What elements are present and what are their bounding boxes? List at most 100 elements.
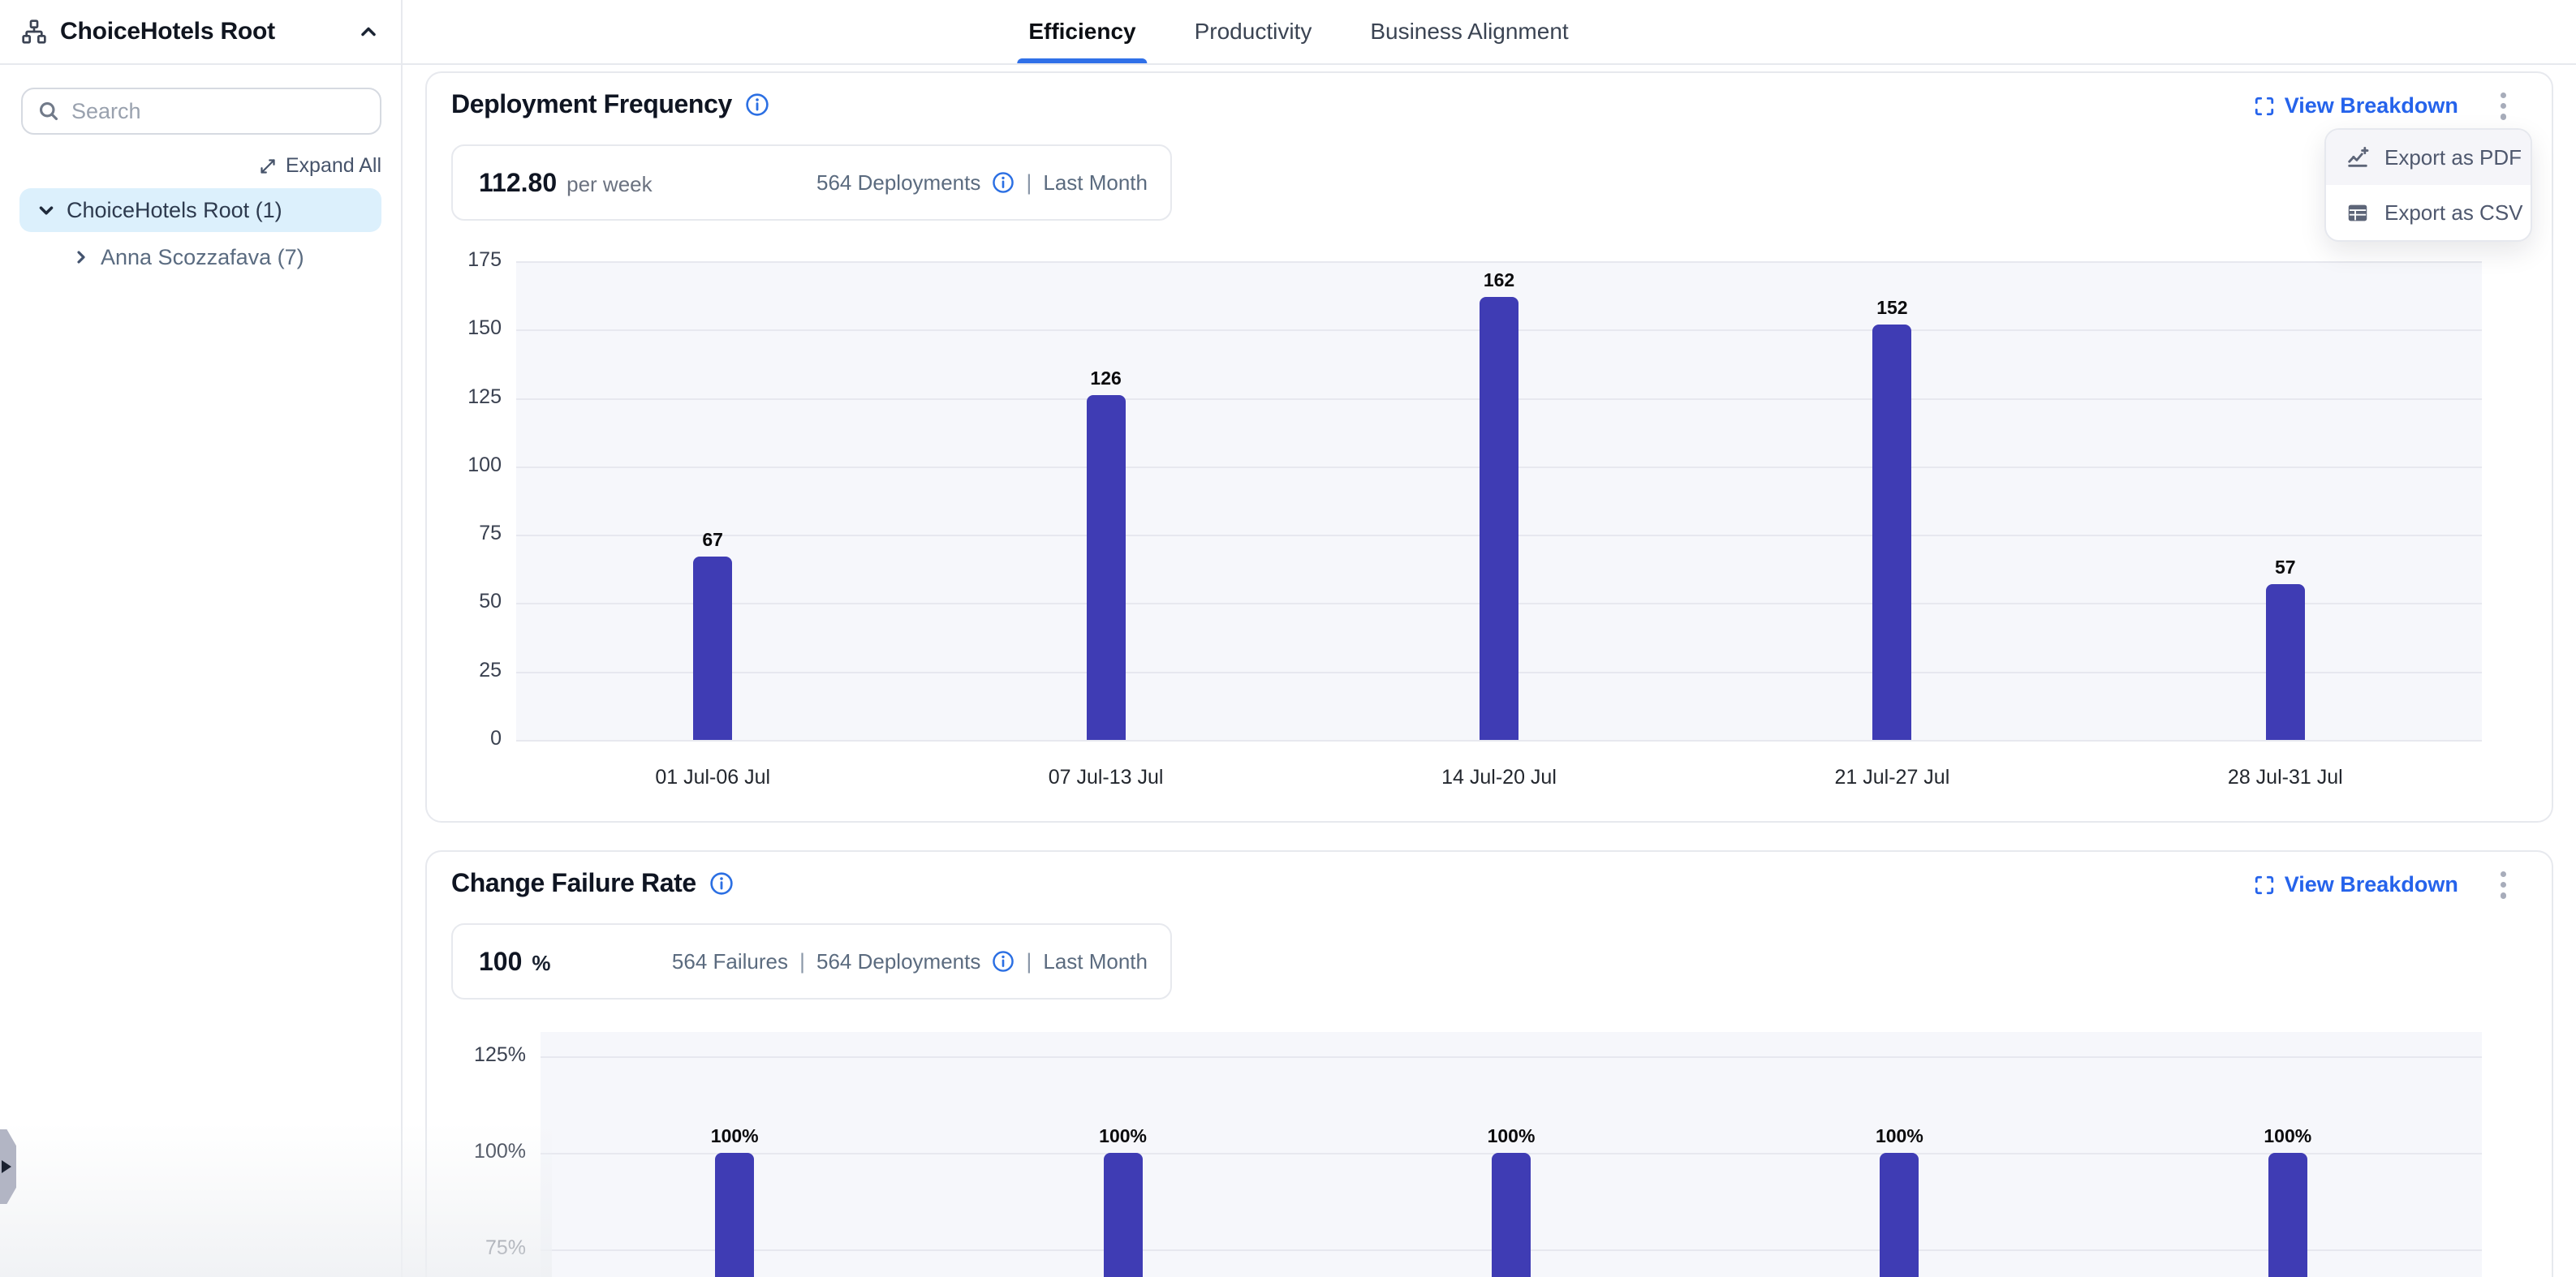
bar[interactable] [1492,1153,1531,1277]
bar[interactable] [1872,324,1912,740]
bar-value-label: 100% [1099,1125,1148,1146]
bar-value-label: 152 [1876,296,1908,318]
metric-value: 100 [479,946,523,976]
sidebar-header: ChoiceHotels Root [0,0,401,65]
separator: | [1026,948,1032,974]
tree-item-label: Anna Scozzafava (7) [101,244,304,269]
kebab-menu-button[interactable] [2494,89,2513,123]
org-hierarchy-icon [21,19,47,45]
y-tick-label: 75% [485,1236,526,1259]
expand-diagonal-icon [258,157,278,176]
tab-label: Productivity [1194,19,1312,44]
sidebar-search[interactable] [21,88,381,135]
view-breakdown-button[interactable]: View Breakdown [2254,872,2458,897]
tab-bar [401,0,2576,65]
chart-plus-icon [2346,145,2370,170]
card-title: Change Failure Rate [451,868,696,897]
tab-productivity[interactable]: Productivity [1195,0,1312,63]
expand-all-button[interactable]: Expand All [258,154,381,178]
table-icon [2346,200,2370,225]
bar[interactable] [2268,1153,2307,1277]
tree-item-label: ChoiceHotels Root (1) [67,197,282,222]
y-tick-label: 100% [474,1140,526,1163]
x-tick-label: 07 Jul-13 Jul [1048,766,1164,789]
kebab-menu-button[interactable] [2494,868,2513,902]
x-tick-label: 01 Jul-06 Jul [655,766,771,789]
metric-unit: per week [566,171,653,196]
maximize-icon [2254,96,2275,117]
export-pdf-menu-item[interactable]: Export as PDF [2326,130,2531,185]
y-gridline [541,1056,2482,1058]
change-failure-rate-chart: 125% 100% 75% 100% 100% 100% 100% 100% [427,852,2552,1277]
deployment-frequency-card: Deployment Frequency View Breakdown 112.… [425,71,2553,823]
bar[interactable] [1086,395,1126,740]
metric-summary: 100 % 564 Failures | 564 Deployments | L… [451,923,1172,1000]
metric-value: 112.80 [479,167,558,197]
bar-value-label: 100% [1487,1125,1536,1146]
expand-all-label: Expand All [285,154,381,177]
org-tree: ChoiceHotels Root (1) Anna Scozzafava (7… [0,185,401,279]
info-icon[interactable] [745,92,769,117]
bar-value-label: 67 [702,529,723,551]
export-menu: Export as PDF Export as CSV [2324,128,2532,242]
y-tick-label: 0 [490,727,502,750]
bar-value-label: 100% [1875,1125,1923,1146]
separator: | [799,948,805,974]
bar-value-label: 100% [2264,1125,2312,1146]
card-title: Deployment Frequency [451,89,732,118]
failures-count: 564 Failures [671,948,788,974]
view-breakdown-label: View Breakdown [2284,872,2458,897]
metric-summary: 112.80 per week 564 Deployments | Last M… [451,144,1172,221]
bar[interactable] [693,557,733,740]
chevron-down-icon[interactable] [36,200,57,221]
tabs: Efficiency Productivity Business Alignme… [1017,0,1569,63]
view-breakdown-label: View Breakdown [2284,93,2458,118]
view-breakdown-button[interactable]: View Breakdown [2254,93,2458,118]
tab-label: Business Alignment [1370,19,1569,44]
y-tick-label: 75 [479,522,502,545]
y-tick-label: 150 [467,316,502,340]
bar-value-label: 57 [2275,556,2296,578]
chevron-right-icon[interactable] [71,247,91,267]
x-tick-label: 28 Jul-31 Jul [2227,766,2343,789]
y-tick-label: 50 [479,590,502,613]
y-tick-label: 25 [479,658,502,681]
y-gridline [516,261,2482,263]
period-label: Last Month [1043,170,1148,195]
deployments-count: 564 Deployments [816,170,981,195]
info-icon[interactable] [992,950,1014,973]
play-triangle-icon [2,1160,11,1173]
info-icon[interactable] [992,171,1014,194]
period-label: Last Month [1043,948,1148,974]
collapse-chevron-up-icon[interactable] [357,20,380,43]
export-csv-menu-item[interactable]: Export as CSV [2326,185,2531,240]
x-tick-label: 21 Jul-27 Jul [1834,766,1950,789]
active-tab-underline [1017,58,1148,63]
y-tick-label: 125 [467,385,502,408]
tree-item-choicehotels-root[interactable]: ChoiceHotels Root (1) [19,188,381,232]
bar[interactable] [715,1153,755,1277]
y-tick-label: 100 [467,453,502,476]
y-tick-label: 175 [467,248,502,271]
search-input[interactable] [71,98,365,124]
info-icon[interactable] [709,871,734,896]
tree-item-anna-scozzafava[interactable]: Anna Scozzafava (7) [0,235,401,279]
bar-value-label: 100% [710,1125,759,1146]
sidebar-title: ChoiceHotels Root [60,18,275,45]
tab-business-alignment[interactable]: Business Alignment [1370,0,1568,63]
y-tick-label: 125% [474,1043,526,1066]
deployments-count: 564 Deployments [816,948,981,974]
menu-item-label: Export as CSV [2384,200,2523,225]
bar[interactable] [1103,1153,1143,1277]
menu-item-label: Export as PDF [2384,144,2522,170]
bar[interactable] [1480,296,1518,740]
bar[interactable] [2265,583,2305,740]
tab-efficiency[interactable]: Efficiency [1017,0,1148,63]
bar-value-label: 126 [1090,368,1122,389]
maximize-icon [2254,875,2275,896]
search-icon [37,100,60,123]
tab-label: Efficiency [1028,19,1136,44]
bar[interactable] [1880,1153,1919,1277]
metric-unit: % [532,950,551,975]
